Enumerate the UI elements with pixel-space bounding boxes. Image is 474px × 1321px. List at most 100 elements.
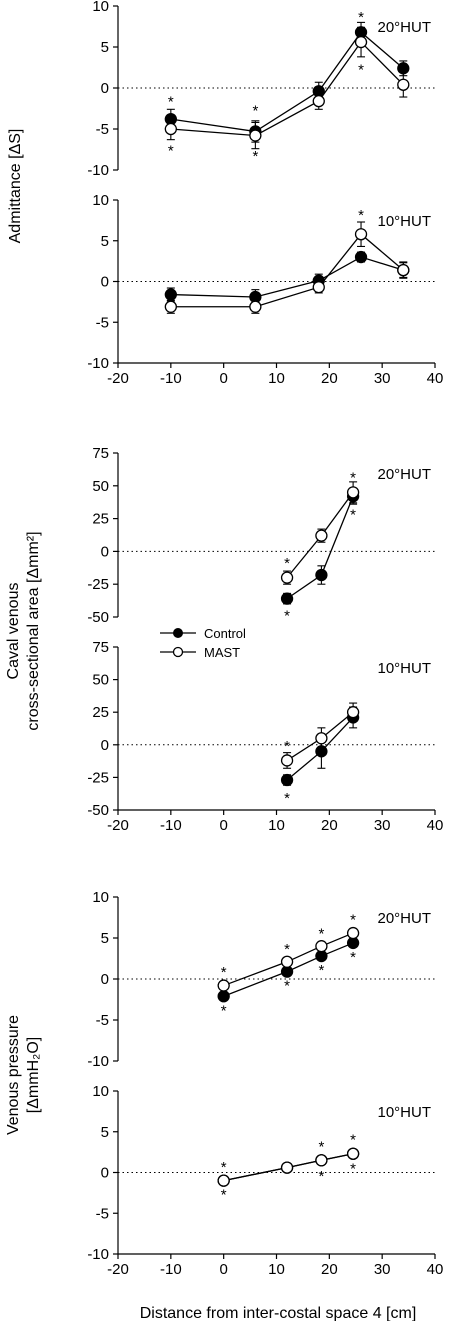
series-line-mast [170,41,404,137]
legend-mast-label: MAST [204,645,240,660]
point-mast [315,732,328,745]
series-line-control [170,256,404,298]
significance-marker: * [358,9,364,26]
point-mast [280,955,294,968]
point-mast [312,281,325,294]
y-tick-label: -5 [96,121,109,138]
point-mast [354,228,368,241]
y-tick-label: 25 [92,511,109,528]
xlabel: Distance from inter-costal space 4 [cm] [140,1305,417,1321]
y-tick-label: 5 [101,233,109,250]
legend: Control MAST [160,626,246,660]
x-tick-label: 20 [321,817,338,834]
y-tick-label: 5 [101,1124,109,1141]
y-tick-label: -5 [96,1012,109,1029]
significance-marker: * [350,1161,356,1178]
significance-marker: * [284,790,290,807]
condition-label: 20°HUT [377,910,431,927]
y-tick-label: -5 [96,1205,109,1222]
significance-marker: * [318,1139,324,1156]
ylabel-pressure-line2: [ΔmmH₂O] [25,1037,42,1113]
x-tick-label: 20 [321,370,338,387]
significance-marker: * [284,978,290,995]
y-tick-label: -10 [87,1053,109,1070]
significance-marker: * [350,506,356,523]
x-tick-label: 0 [219,1261,227,1278]
data-layer [164,21,410,1187]
y-tick-label: -25 [87,576,109,593]
y-tick-label: 5 [101,930,109,947]
y-tick-label: 0 [101,80,109,97]
point-mast [397,263,410,277]
significance-marker: * [318,925,324,942]
x-tick-label: -20 [107,370,129,387]
x-tick-label: -20 [107,817,129,834]
legend-control-label: Control [204,626,246,641]
x-tick-label: 10 [268,817,285,834]
x-tick-label: 40 [427,1261,444,1278]
point-mast [280,571,294,584]
series-line-mast [223,932,354,987]
y-tick-label: -25 [87,769,109,786]
condition-label: 20°HUT [377,466,431,483]
significance-marker: * [284,607,290,624]
condition-label: 10°HUT [377,213,431,230]
shared-labels: Admittance [ΔS] Caval venous cross-secti… [5,129,416,1321]
ylabel-caval-line2: cross-sectional area [Δmm²] [25,531,42,730]
point-mast [315,529,328,542]
x-tick-label: -10 [160,1261,182,1278]
significance-marker: * [221,1002,227,1019]
y-tick-label: -10 [87,162,109,179]
y-tick-label: 10 [92,889,109,906]
x-tick-label: 30 [374,1261,391,1278]
y-tick-label: -10 [87,1246,109,1263]
x-tick-label: 30 [374,370,391,387]
ylabel-caval-line1: Caval venous [5,583,22,680]
point-mast [280,754,294,767]
y-tick-label: 10 [92,1083,109,1100]
point-control [354,250,368,264]
point-mast [217,1174,230,1187]
y-tick-label: 0 [101,274,109,291]
legend-control-marker [173,628,183,638]
significance-marker: * [284,555,290,572]
x-tick-label: 30 [374,817,391,834]
point-mast [346,486,360,499]
point-mast [217,979,230,992]
x-tick-label: -10 [160,817,182,834]
significance-marker: * [221,964,227,981]
point-mast [249,129,262,142]
significance-marker: * [168,143,174,160]
significance-marker: * [350,949,356,966]
point-mast [164,300,177,313]
x-tick-label: 10 [268,370,285,387]
x-tick-label: 20 [321,1261,338,1278]
point-control [280,773,294,787]
significance-marker: * [284,738,290,755]
significance-marker: * [318,1168,324,1185]
point-mast [346,706,360,719]
y-tick-label: 0 [101,1165,109,1182]
x-tick-label: -10 [160,370,182,387]
axes-layer [113,5,436,1259]
point-control [397,62,410,75]
y-tick-label: -50 [87,802,109,819]
y-tick-label: -5 [96,314,109,331]
point-control [315,568,328,582]
significance-marker: * [252,148,258,165]
significance-marker: * [252,102,258,119]
point-mast [346,926,360,940]
series-line-control [286,496,354,600]
point-control [315,745,328,758]
significance-marker: * [350,911,356,928]
x-tick-label: 0 [219,370,227,387]
series-line-control [170,31,404,133]
point-mast [249,300,262,313]
y-tick-label: 10 [92,192,109,209]
x-tick-label: 10 [268,1261,285,1278]
point-mast [397,78,410,91]
point-mast [346,1147,360,1160]
significance-marker: * [168,93,174,110]
